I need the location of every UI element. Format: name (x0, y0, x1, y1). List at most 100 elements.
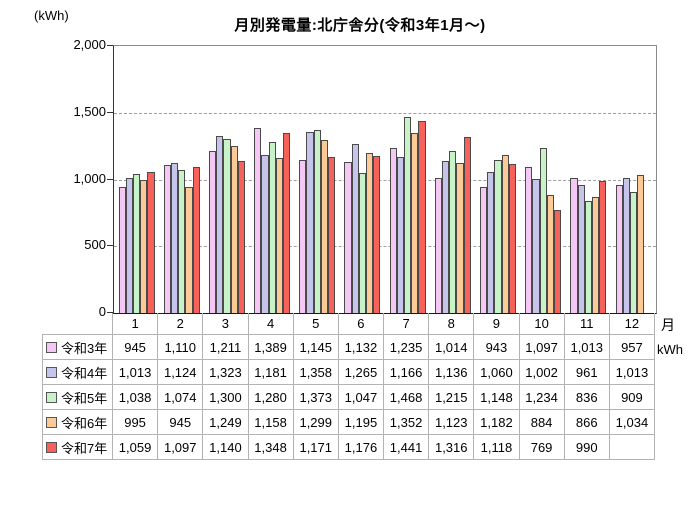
x-axis-unit-label: 月 (661, 317, 675, 333)
bar-group-month-5 (295, 46, 340, 313)
value-series4-month-7: 1,352 (384, 410, 430, 435)
bar-series3-month-1 (132, 174, 141, 313)
bar-series1-month-6 (344, 161, 352, 313)
bar-series1-month-12 (615, 185, 623, 313)
legend-swatch-series2 (46, 366, 57, 378)
month-label-2: 2 (158, 313, 204, 335)
value-series5-month-5: 1,171 (293, 435, 339, 460)
bar-series5-month-10 (553, 210, 562, 313)
series-name-2: 令和4年 (42, 360, 113, 385)
gridline-1000 (114, 179, 656, 181)
value-series1-month-10: 1,097 (519, 335, 565, 360)
series-name-label: 令和7年 (61, 440, 108, 456)
month-label-5: 5 (293, 313, 339, 335)
y-tick-label-1500: 1,500 (73, 103, 106, 119)
value-series5-month-9: 1,118 (474, 435, 520, 460)
bar-series2-month-10 (532, 179, 540, 313)
bar-series2-month-11 (577, 184, 585, 313)
bar-series5-month-4 (282, 133, 291, 313)
y-tick-mark-1500 (107, 111, 113, 113)
bar-series3-month-6 (358, 173, 367, 313)
bar-series2-month-5 (306, 131, 314, 313)
month-label-8: 8 (429, 313, 475, 335)
gridline-500 (114, 246, 656, 248)
value-series3-month-6: 1,047 (338, 385, 384, 410)
value-series5-month-10: 769 (519, 435, 565, 460)
bar-series3-month-11 (584, 201, 592, 313)
value-series4-month-10: 884 (519, 410, 565, 435)
value-series2-month-4: 1,181 (248, 360, 294, 385)
bar-group-month-6 (340, 46, 385, 313)
value-series4-month-5: 1,299 (293, 410, 339, 435)
bar-group-month-11 (566, 46, 611, 313)
bar-series5-month-1 (147, 171, 155, 313)
y-tick-label-1000: 1,000 (73, 170, 106, 186)
series-name-label: 令和6年 (61, 415, 108, 431)
legend-swatch-series1 (46, 341, 57, 353)
bar-group-month-10 (521, 46, 566, 313)
value-series5-month-4: 1,348 (248, 435, 294, 460)
month-label-11: 11 (564, 313, 610, 335)
bar-series1-month-10 (525, 166, 533, 313)
bar-series1-month-4 (254, 127, 262, 313)
bar-series3-month-8 (449, 150, 457, 313)
bar-group-month-1 (114, 46, 159, 313)
bar-series-container (114, 46, 656, 313)
month-label-3: 3 (203, 313, 249, 335)
series-name-label: 令和3年 (61, 340, 108, 356)
bar-series1-month-8 (434, 177, 442, 313)
bar-series4-month-1 (140, 180, 148, 313)
value-series2-month-1: 1,013 (113, 360, 159, 385)
bar-group-month-3 (204, 46, 249, 313)
value-series3-month-3: 1,300 (203, 385, 249, 410)
month-label-12: 12 (609, 313, 655, 335)
value-series1-month-6: 1,132 (338, 335, 384, 360)
bar-series4-month-8 (456, 163, 464, 313)
value-series4-month-2: 945 (158, 410, 204, 435)
bar-series5-month-9 (508, 163, 516, 313)
series-name-3: 令和5年 (42, 385, 113, 410)
bar-series4-month-3 (230, 146, 238, 313)
bar-series1-month-5 (299, 160, 307, 313)
bar-series4-month-5 (320, 139, 329, 313)
bar-series2-month-1 (125, 177, 133, 313)
table-unit-label: kWh (657, 342, 683, 357)
value-series4-month-6: 1,195 (338, 410, 384, 435)
value-series1-month-3: 1,211 (203, 335, 249, 360)
bar-group-month-2 (159, 46, 204, 313)
value-series2-month-7: 1,166 (384, 360, 430, 385)
value-series1-month-11: 1,013 (564, 335, 610, 360)
bar-group-month-9 (475, 46, 520, 313)
y-tick-mark-500 (107, 245, 113, 247)
bar-series2-month-8 (442, 161, 450, 313)
value-series2-month-11: 961 (564, 360, 610, 385)
bar-series1-month-7 (389, 148, 397, 313)
value-series1-month-1: 945 (113, 335, 159, 360)
value-series5-month-1: 1,059 (113, 435, 159, 460)
value-series3-month-9: 1,148 (474, 385, 520, 410)
bar-series1-month-11 (570, 177, 578, 313)
value-series4-month-9: 1,182 (474, 410, 520, 435)
series-name-label: 令和4年 (61, 365, 108, 381)
bar-series4-month-4 (275, 158, 283, 313)
value-series3-month-5: 1,373 (293, 385, 339, 410)
bar-series2-month-12 (622, 177, 630, 313)
value-series3-month-7: 1,468 (384, 385, 430, 410)
bar-series2-month-4 (261, 155, 269, 313)
value-series5-month-11: 990 (564, 435, 610, 460)
value-series4-month-12: 1,034 (609, 410, 655, 435)
bar-series4-month-10 (546, 195, 554, 313)
month-label-4: 4 (248, 313, 294, 335)
bar-series4-month-7 (411, 132, 419, 313)
plot-area (113, 45, 657, 314)
value-series3-month-4: 1,280 (248, 385, 294, 410)
y-tick-label-0: 0 (98, 304, 106, 319)
value-series1-month-5: 1,145 (293, 335, 339, 360)
value-series2-month-12: 1,013 (609, 360, 655, 385)
bar-series3-month-7 (404, 117, 412, 313)
value-series3-month-10: 1,234 (519, 385, 565, 410)
value-series2-month-6: 1,265 (338, 360, 384, 385)
bar-series5-month-11 (599, 180, 607, 313)
value-series4-month-8: 1,123 (429, 410, 475, 435)
